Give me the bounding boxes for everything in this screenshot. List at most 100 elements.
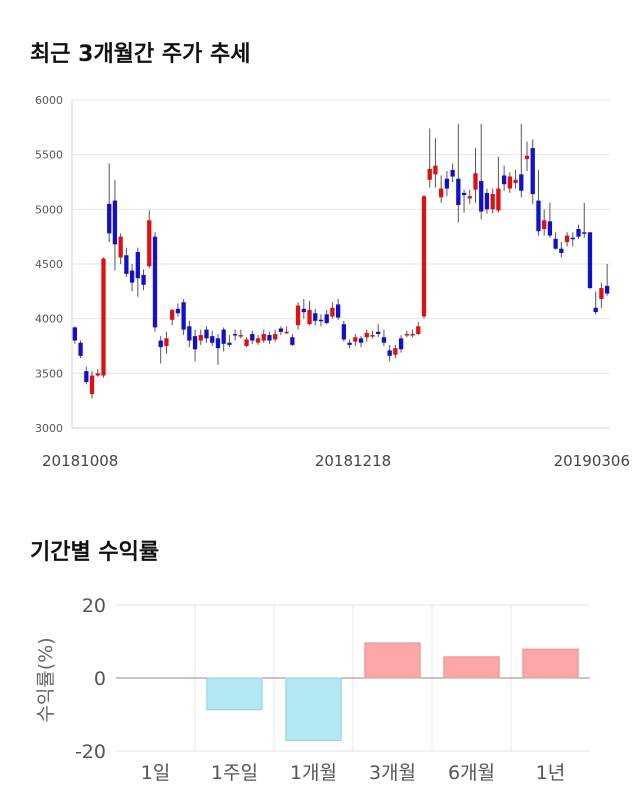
candle-body: [181, 302, 186, 330]
candle-body: [89, 375, 95, 395]
y-tick-label: 5000: [35, 203, 63, 216]
candle-body: [101, 258, 106, 376]
candle-body: [513, 179, 518, 184]
returns-bar-chart: 20 0 -20 수익률(%) 1일 1주일 1개월 3개월 6개월 1년: [35, 595, 590, 784]
candle-body: [221, 329, 226, 344]
candle-body: [129, 270, 135, 283]
x-tick-label: 20181218: [315, 452, 391, 470]
candle-body: [496, 188, 501, 211]
candle-body: [124, 255, 129, 274]
y-tick-label: 6000: [35, 94, 63, 107]
y-tick-label: 3000: [35, 422, 63, 435]
candle-body: [244, 339, 249, 346]
candle-body: [433, 165, 438, 175]
candle-body: [112, 200, 118, 245]
candle-body: [547, 221, 553, 236]
candle-body: [467, 196, 472, 199]
candle-body: [439, 188, 444, 198]
candle-body: [559, 248, 564, 254]
candle-body: [284, 331, 289, 334]
candle-body: [410, 333, 415, 336]
candle-body: [553, 238, 558, 249]
candle-body: [564, 235, 570, 243]
candle-body: [479, 180, 484, 212]
candle-body: [576, 229, 581, 237]
candle-body: [427, 168, 432, 180]
returns-chart-title: 기간별 수익률: [30, 540, 160, 565]
candlestick-chart: 3000 3500 4000 4500 5000 5500 6000 20181008 2018…: [35, 94, 630, 470]
candle-body: [84, 371, 89, 383]
candle-body: [604, 285, 610, 294]
bar: [285, 677, 342, 741]
candle-body: [593, 307, 598, 313]
candle-body: [95, 373, 100, 376]
candle-body: [507, 176, 512, 189]
candle-body: [519, 174, 524, 191]
bar: [364, 642, 421, 679]
y-tick-label: 20: [82, 595, 106, 617]
candle-body: [267, 335, 272, 341]
y-axis-label: 수익률(%): [35, 637, 57, 722]
y-tick-label: 0: [94, 668, 106, 690]
candle-body: [118, 236, 123, 258]
candle-body: [232, 333, 238, 336]
candle-body: [599, 288, 604, 299]
candle-body: [335, 304, 341, 318]
candle-body: [490, 194, 495, 210]
candle-body: [158, 340, 163, 348]
y-tick-label: 5500: [35, 149, 63, 162]
candle-body: [78, 342, 83, 356]
candle-body: [347, 342, 352, 345]
x-tick-label: 20181008: [42, 452, 118, 470]
candle-body: [381, 337, 387, 343]
candle-body: [175, 308, 181, 314]
candle-body: [393, 348, 398, 355]
candle-body: [461, 192, 467, 196]
candle-body: [192, 336, 198, 350]
x-tick-label: 6개월: [448, 762, 495, 784]
bar: [206, 677, 263, 711]
x-tick-label: 1일: [141, 762, 171, 784]
candle-body: [524, 155, 530, 160]
candle-body: [450, 169, 455, 177]
candle-body: [198, 335, 203, 341]
candle-body: [358, 338, 364, 343]
candle-body: [135, 251, 140, 279]
candle-body: [456, 178, 461, 205]
bar: [522, 648, 579, 679]
candle-body: [170, 309, 175, 320]
candle-body: [421, 196, 427, 317]
candle-body: [295, 305, 301, 326]
candle-body: [364, 332, 369, 338]
candle-body: [330, 307, 335, 317]
candle-body: [587, 232, 593, 289]
candle-body: [376, 331, 381, 334]
candle-body: [398, 338, 404, 350]
y-tick-label: -20: [75, 741, 106, 763]
candle-body: [290, 337, 295, 345]
y-tick-label: 4000: [35, 313, 63, 326]
candle-body: [582, 232, 587, 234]
candle-body: [387, 350, 392, 356]
candle-body: [72, 327, 78, 341]
x-tick-label: 1주일: [211, 762, 258, 784]
candle-body: [273, 333, 278, 340]
candle-body: [570, 237, 575, 240]
candle-body: [353, 337, 358, 342]
x-tick-label: 3개월: [369, 762, 416, 784]
x-tick-label: 1년: [536, 762, 566, 784]
x-tick-label: 20190306: [554, 452, 630, 470]
candle-body: [261, 333, 266, 341]
candle-body: [187, 326, 192, 341]
candle-body: [204, 329, 209, 339]
y-tick-label: 3500: [35, 367, 63, 380]
x-tick-label: 1개월: [290, 762, 337, 784]
candle-body: [107, 203, 112, 234]
candle-body: [370, 335, 375, 337]
candle-body: [164, 338, 169, 346]
candle-body: [278, 328, 284, 332]
candle-body: [404, 333, 409, 336]
candle-body: [536, 200, 541, 232]
bar: [443, 656, 500, 679]
candle-body: [444, 178, 450, 189]
